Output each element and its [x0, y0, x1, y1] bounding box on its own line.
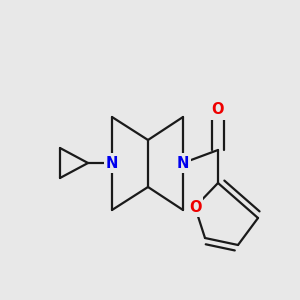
Text: O: O	[189, 200, 201, 214]
Text: N: N	[106, 155, 118, 170]
Text: N: N	[177, 155, 189, 170]
Text: O: O	[212, 103, 224, 118]
